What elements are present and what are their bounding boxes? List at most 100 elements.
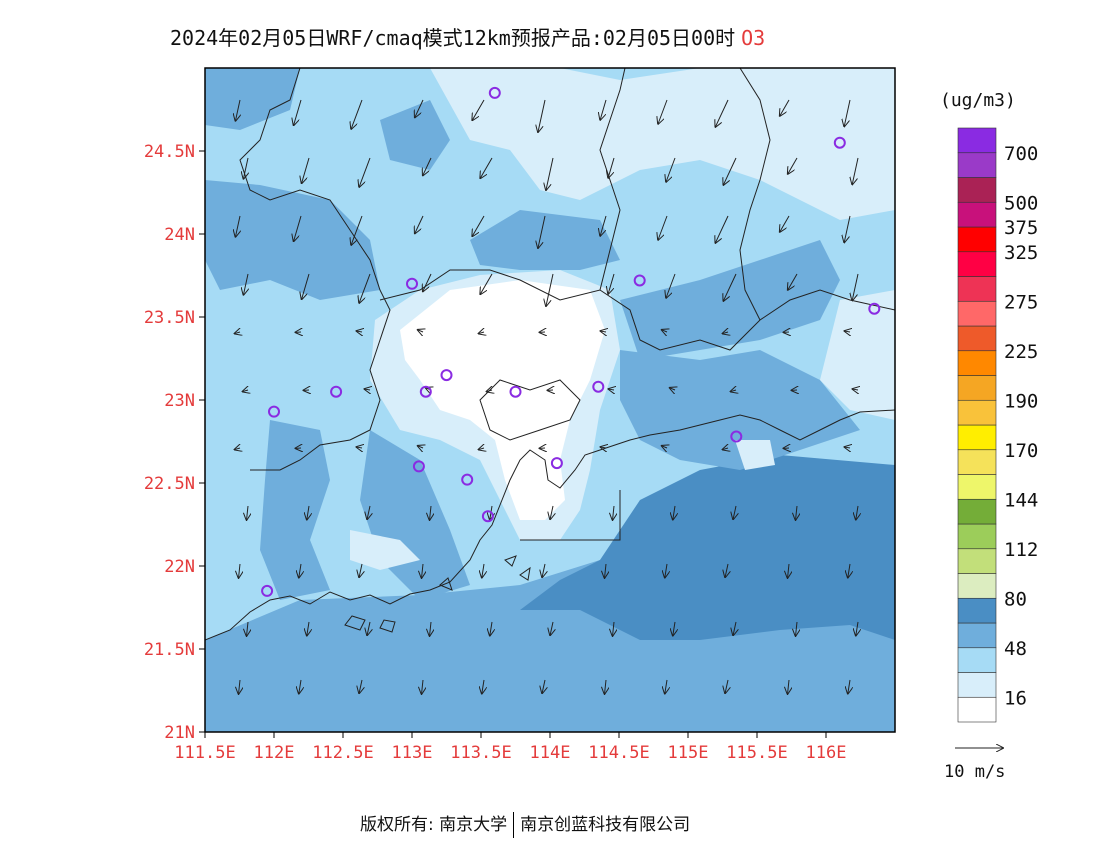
legend-label: 48 [1004,638,1027,660]
legend-swatch [957,350,997,376]
wind-arrow [658,215,668,240]
longitude-axis: 111.5E 112E 112.5E 113E 113.5E 114E 114.5E 115E… [174,732,846,763]
legend-swatch [957,375,997,401]
wind-arrow [780,215,790,232]
wind-arrow [550,505,553,519]
legend-swatch [957,474,997,500]
legend-swatch [957,325,997,352]
legend-swatch [957,498,997,525]
wind-arrow [788,563,789,578]
wind-arrow [609,389,614,390]
wind-arrow [472,215,485,236]
legend-label: 16 [1004,687,1027,709]
legend-swatch [957,523,997,550]
lon-tick-label: 115E [668,743,709,763]
concentration-field [205,68,895,732]
wind-arrow [415,215,424,233]
wind-arrow [418,330,423,332]
wind-arrow [723,157,737,185]
wind-arrow [538,215,546,248]
legend-label: 500 [1004,192,1038,214]
legend-swatch [957,127,997,154]
wind-arrow [723,273,737,301]
monitoring-station [330,385,343,398]
monitoring-station [268,405,280,418]
legend-swatch [957,647,997,673]
boundary-east [739,68,771,321]
wind-arrow [418,446,423,448]
wind-arrow [780,99,790,116]
monitoring-station [419,385,432,398]
wind-arrow [731,390,736,392]
wind-arrow [601,447,606,448]
wind-arrow [601,331,606,332]
legend-label: 144 [1004,489,1038,511]
boundary-north [599,68,626,291]
wind-arrow [546,273,554,306]
wind-arrow [422,679,423,694]
wind-arrow [550,621,553,635]
pollutant-label: O3 [741,26,766,50]
wind-arrow [357,331,362,332]
lon-tick-label: 115.5E [726,743,787,763]
wind-arrow [796,621,797,636]
lon-tick-label: 112.5E [312,743,373,763]
wind-arrow [365,389,370,390]
wind-arrow [665,679,667,694]
wind-arrow [723,332,728,334]
wind-arrow [307,505,309,520]
wind-arrow [243,273,248,295]
monitoring-station [261,584,274,597]
wind-arrow [848,679,850,694]
field-light-coast-e [735,440,775,470]
wind-arrow [605,679,606,694]
monitoring-station [833,136,846,149]
legend-swatch [957,672,997,698]
wind-arrow [853,389,858,390]
wind-arrow [235,215,240,237]
wind-arrow [302,273,310,299]
wind-arrow [247,621,248,636]
wind-arrow [673,621,675,636]
wind-arrow [542,679,545,693]
wind-arrow [482,679,484,694]
wind-arrow [479,332,484,334]
wind-arrow [600,215,607,236]
wind-arrow [243,390,248,392]
wind-arrow [856,621,858,636]
wind-arrow [658,99,668,124]
monitoring-station [550,457,563,470]
wind-arrow [725,563,728,577]
field-deep-sea [520,455,895,640]
lat-tick-label: 22.5N [144,474,195,494]
wind-arrow [662,446,667,448]
boundary-west [239,68,391,471]
wind-arrow [788,679,789,694]
legend-swatch [957,424,997,451]
legend-swatch [957,251,997,277]
map-title: 2024年02月05日WRF/cmaq模式12km预报产品:02月05日00时 O… [0,22,1100,51]
lat-tick-label: 24N [164,225,195,245]
lon-tick-label: 114E [530,743,571,763]
legend-swatch [957,399,997,426]
lat-tick-label: 21.5N [144,640,195,660]
monitoring-station [868,302,881,315]
wind-arrow [542,563,545,577]
wind-arrow [608,157,615,178]
wind-arrow [239,679,240,694]
wind-arrow [723,448,728,450]
monitoring-station [461,473,474,486]
wind-arrow [351,215,363,245]
legend-label: 225 [1004,341,1038,363]
wind-arrow [235,99,240,121]
field-west-south [260,420,330,600]
wind-arrow [715,215,729,243]
field-north-2 [470,210,620,270]
wind-arrow [482,563,484,578]
legend-label: 700 [1004,143,1038,165]
wind-arrow [844,99,851,126]
wind-arrow [359,273,371,303]
boundary-central [379,269,895,351]
wind-arrow [247,505,248,520]
